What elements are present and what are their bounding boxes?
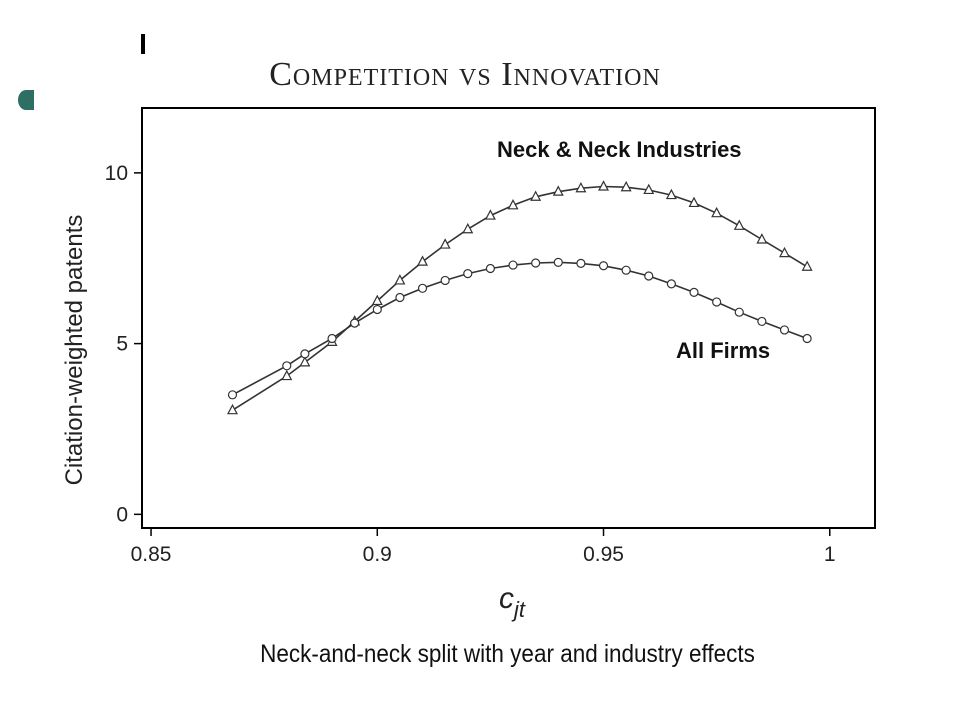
y-tick-label: 5 [116, 333, 128, 356]
data-point-triangle [643, 183, 655, 195]
slide-bullet [18, 90, 34, 110]
data-point-triangle [417, 255, 429, 266]
x-axis-label: cjt [499, 582, 526, 622]
data-point-circle [327, 333, 337, 344]
data-point-triangle [598, 180, 610, 191]
annotation-neck-neck: Neck & Neck Industries [497, 137, 742, 162]
data-point-circle [350, 318, 360, 328]
data-point-circle [463, 269, 473, 279]
plot-frame [141, 107, 876, 529]
x-tick-label: 1 [824, 543, 836, 566]
data-point-circle [227, 390, 238, 400]
data-point-triangle [226, 403, 238, 415]
data-point-triangle [575, 181, 587, 193]
x-tick-label: 0.9 [363, 543, 392, 566]
series-line-neck-neck [232, 185, 808, 411]
chart-marks [226, 180, 813, 415]
data-point-circle [508, 260, 518, 270]
data-point-triangle [620, 180, 632, 192]
data-point-circle [598, 261, 609, 271]
data-point-circle [531, 258, 541, 268]
data-point-triangle [733, 219, 745, 230]
y-tick-label: 0 [116, 503, 128, 526]
data-point-circle [757, 316, 767, 327]
y-tick-label: 10 [105, 162, 128, 185]
data-point-triangle [711, 206, 723, 218]
data-point-circle [576, 258, 586, 268]
data-point-circle [417, 283, 428, 293]
y-axis-label: Citation-weighted patents [61, 215, 88, 486]
data-point-circle [553, 257, 563, 267]
data-point-triangle [371, 294, 383, 306]
x-tick-label: 0.95 [583, 543, 624, 566]
data-point-triangle [439, 238, 451, 249]
data-point-triangle [484, 209, 496, 220]
data-point-circle [689, 287, 699, 297]
data-point-circle [372, 304, 382, 315]
series-line-all-firms [232, 261, 808, 396]
data-point-circle [666, 279, 676, 289]
data-point-circle [644, 271, 654, 281]
data-point-triangle [552, 185, 564, 196]
data-point-triangle [530, 190, 542, 201]
data-point-circle [440, 275, 450, 286]
data-point-circle [734, 307, 744, 317]
annotation-all-firms: All Firms [676, 338, 770, 363]
data-point-circle [485, 263, 496, 274]
data-point-triangle [507, 199, 519, 210]
data-point-circle [621, 265, 631, 275]
cursor-bar [141, 34, 145, 54]
data-point-triangle [299, 356, 311, 367]
data-point-triangle [779, 246, 791, 258]
data-point-triangle [688, 196, 700, 208]
data-point-circle [712, 297, 722, 307]
data-point-circle [779, 325, 790, 335]
data-point-triangle [281, 369, 293, 381]
data-point-circle [282, 361, 292, 371]
x-tick-label: 0.85 [131, 543, 172, 566]
data-point-triangle [801, 260, 813, 271]
slide-title: Competition vs Innovation [269, 56, 661, 93]
data-point-circle [395, 292, 405, 303]
data-point-triangle [394, 274, 406, 285]
data-point-triangle [462, 222, 474, 234]
data-point-circle [300, 349, 310, 359]
figure-caption: Neck-and-neck split with year and indust… [260, 640, 755, 668]
data-point-circle [802, 333, 812, 344]
data-point-triangle [756, 233, 768, 244]
data-point-triangle [665, 188, 677, 200]
